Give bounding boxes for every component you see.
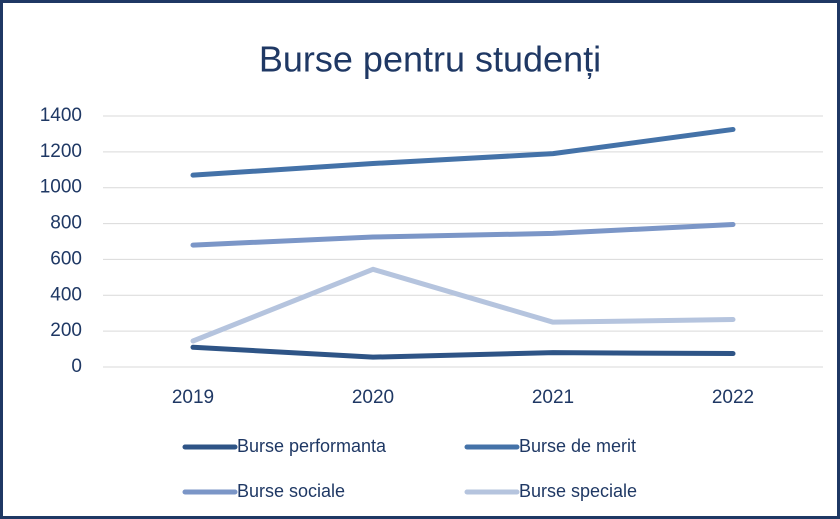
y-tick-label: 1000 [40, 177, 82, 198]
y-tick-label: 1400 [40, 105, 82, 126]
series-line [190, 344, 736, 360]
legend-label: Burse speciale [519, 481, 637, 501]
chart-title: Burse pentru studenți [259, 39, 601, 80]
x-tick-label: 2022 [712, 387, 754, 408]
legend-label: Burse performanta [237, 436, 387, 456]
series-line [190, 126, 736, 178]
series-line [190, 221, 736, 248]
y-tick-label: 600 [50, 248, 82, 269]
y-tick-label: 200 [50, 320, 82, 341]
series-line [190, 266, 736, 344]
legend-label: Burse de merit [519, 436, 636, 456]
y-tick-label: 0 [71, 356, 82, 377]
y-tick-label: 800 [50, 213, 82, 234]
y-tick-label: 1200 [40, 141, 82, 162]
x-tick-label: 2020 [352, 387, 394, 408]
legend-label: Burse sociale [237, 481, 345, 501]
x-tick-label: 2019 [172, 387, 214, 408]
x-tick-label: 2021 [532, 387, 574, 408]
y-tick-label: 400 [50, 284, 82, 305]
